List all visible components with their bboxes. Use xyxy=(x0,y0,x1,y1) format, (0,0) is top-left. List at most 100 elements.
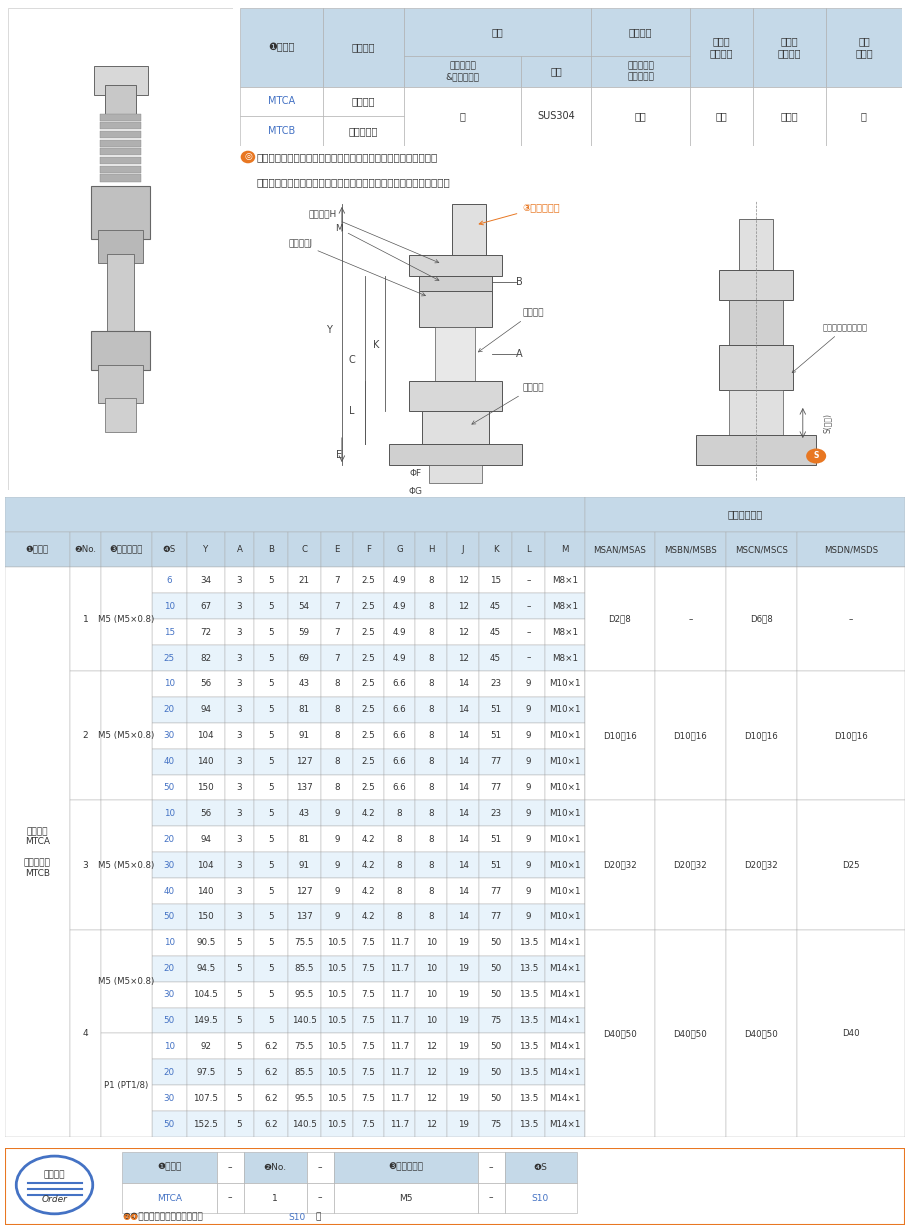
Text: 3: 3 xyxy=(237,809,242,817)
Text: 7.5: 7.5 xyxy=(361,1067,376,1077)
Bar xyxy=(584,697,655,723)
Bar xyxy=(288,904,321,929)
Bar xyxy=(353,800,384,826)
Bar xyxy=(545,852,584,878)
Text: L: L xyxy=(526,545,531,554)
Text: 6.6: 6.6 xyxy=(393,731,407,740)
Text: M14×1: M14×1 xyxy=(549,1119,581,1129)
Text: 5: 5 xyxy=(268,783,274,792)
Text: 19: 19 xyxy=(458,1016,469,1025)
Text: 5: 5 xyxy=(268,576,274,585)
Text: 30: 30 xyxy=(164,860,175,869)
Bar xyxy=(353,748,384,774)
Text: 8: 8 xyxy=(429,628,434,636)
Bar xyxy=(384,697,415,723)
Text: S: S xyxy=(814,452,819,460)
Bar xyxy=(254,619,288,645)
Text: 7: 7 xyxy=(334,654,340,662)
Text: ❷❹步请在数字前加字母，比如: ❷❹步请在数字前加字母，比如 xyxy=(122,1213,203,1222)
Text: 5: 5 xyxy=(268,886,274,895)
Text: D20～32: D20～32 xyxy=(673,860,707,869)
Text: 8: 8 xyxy=(397,912,402,922)
Bar xyxy=(415,532,447,567)
Text: ΦG: ΦG xyxy=(409,487,422,496)
Text: 9: 9 xyxy=(526,809,531,817)
Bar xyxy=(584,567,655,593)
Bar xyxy=(152,1086,187,1112)
Text: 11.7: 11.7 xyxy=(390,964,410,974)
Bar xyxy=(415,904,447,929)
Text: 真空口
连接方向: 真空口 连接方向 xyxy=(710,36,733,59)
Bar xyxy=(254,567,288,593)
Text: 75.5: 75.5 xyxy=(295,938,314,948)
Text: 91: 91 xyxy=(298,860,309,869)
Bar xyxy=(797,904,905,929)
Bar xyxy=(353,981,384,1007)
Bar xyxy=(584,981,655,1007)
Bar xyxy=(826,7,902,86)
Text: 4: 4 xyxy=(83,1029,88,1038)
Text: 8: 8 xyxy=(429,860,434,869)
Text: 11.7: 11.7 xyxy=(390,938,410,948)
Bar xyxy=(321,619,353,645)
Bar xyxy=(511,593,545,619)
Text: S10: S10 xyxy=(288,1213,306,1222)
Bar xyxy=(384,800,415,826)
Bar xyxy=(415,567,447,593)
Bar xyxy=(288,774,321,800)
Text: 19: 19 xyxy=(458,1093,469,1103)
Text: 50: 50 xyxy=(490,990,501,1000)
Bar xyxy=(690,7,753,86)
Text: 19: 19 xyxy=(458,964,469,974)
Bar xyxy=(545,904,584,929)
Text: 11.7: 11.7 xyxy=(390,1041,410,1051)
Bar xyxy=(545,1112,584,1137)
Text: 冲杆: 冲杆 xyxy=(551,66,562,76)
Bar xyxy=(726,878,797,904)
Bar xyxy=(254,1034,288,1060)
Bar xyxy=(384,1086,415,1112)
Text: M5 (M5×0.8): M5 (M5×0.8) xyxy=(98,614,155,624)
Text: S10: S10 xyxy=(531,1194,549,1203)
Bar xyxy=(545,671,584,697)
Text: 可回转型在搬运中工件会发生偏转，适合搬运没有方向性的工件。: 可回转型在搬运中工件会发生偏转，适合搬运没有方向性的工件。 xyxy=(257,151,438,162)
Bar xyxy=(447,1112,480,1137)
Bar xyxy=(288,697,321,723)
Bar xyxy=(415,697,447,723)
Bar xyxy=(240,7,323,86)
Bar xyxy=(419,291,492,327)
Bar xyxy=(655,981,726,1007)
Bar xyxy=(353,697,384,723)
Bar xyxy=(447,929,480,955)
Bar xyxy=(447,826,480,852)
Text: 14: 14 xyxy=(458,705,469,714)
Text: 10: 10 xyxy=(164,1041,175,1051)
Bar xyxy=(447,1086,480,1112)
Bar xyxy=(254,748,288,774)
Text: 150: 150 xyxy=(197,912,214,922)
Bar xyxy=(94,65,147,95)
Text: 40: 40 xyxy=(164,757,175,766)
Text: ❶类型码: ❶类型码 xyxy=(157,1163,181,1172)
Bar xyxy=(321,774,353,800)
Text: M10×1: M10×1 xyxy=(549,680,581,688)
Bar xyxy=(321,723,353,748)
Text: 51: 51 xyxy=(490,835,501,843)
Text: 19: 19 xyxy=(458,990,469,1000)
Bar xyxy=(152,671,187,697)
Bar xyxy=(187,1034,225,1060)
Bar xyxy=(545,929,584,955)
Text: 12: 12 xyxy=(426,1041,437,1051)
Text: 2.5: 2.5 xyxy=(362,602,376,611)
Bar xyxy=(321,1086,353,1112)
Text: D10～16: D10～16 xyxy=(602,731,637,740)
Bar xyxy=(480,904,511,929)
Bar xyxy=(415,981,447,1007)
Bar xyxy=(101,671,152,800)
Bar xyxy=(584,1034,655,1060)
Text: 81: 81 xyxy=(298,835,309,843)
Bar xyxy=(353,1034,384,1060)
Text: 50: 50 xyxy=(490,964,501,974)
Text: 2.5: 2.5 xyxy=(362,783,376,792)
Bar xyxy=(655,532,726,567)
